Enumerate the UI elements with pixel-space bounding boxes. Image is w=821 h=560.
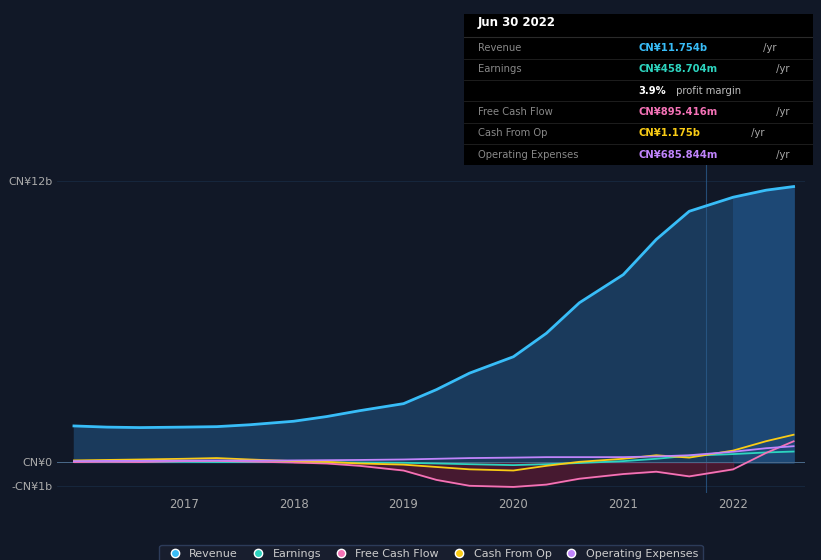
Text: CN¥11.754b: CN¥11.754b — [639, 43, 708, 53]
Text: CN¥685.844m: CN¥685.844m — [639, 150, 718, 160]
Text: /yr: /yr — [773, 64, 789, 74]
Text: /yr: /yr — [748, 128, 764, 138]
Text: 3.9%: 3.9% — [639, 86, 666, 96]
Text: Earnings: Earnings — [478, 64, 521, 74]
Text: /yr: /yr — [773, 107, 789, 117]
Text: profit margin: profit margin — [673, 86, 741, 96]
Text: /yr: /yr — [760, 43, 777, 53]
Text: Cash From Op: Cash From Op — [478, 128, 548, 138]
Text: Operating Expenses: Operating Expenses — [478, 150, 578, 160]
Text: CN¥458.704m: CN¥458.704m — [639, 64, 718, 74]
Text: Free Cash Flow: Free Cash Flow — [478, 107, 553, 117]
Legend: Revenue, Earnings, Free Cash Flow, Cash From Op, Operating Expenses: Revenue, Earnings, Free Cash Flow, Cash … — [159, 545, 703, 560]
Text: /yr: /yr — [773, 150, 789, 160]
Text: CN¥895.416m: CN¥895.416m — [639, 107, 718, 117]
Text: Revenue: Revenue — [478, 43, 521, 53]
Text: CN¥1.175b: CN¥1.175b — [639, 128, 700, 138]
Text: Jun 30 2022: Jun 30 2022 — [478, 16, 556, 29]
